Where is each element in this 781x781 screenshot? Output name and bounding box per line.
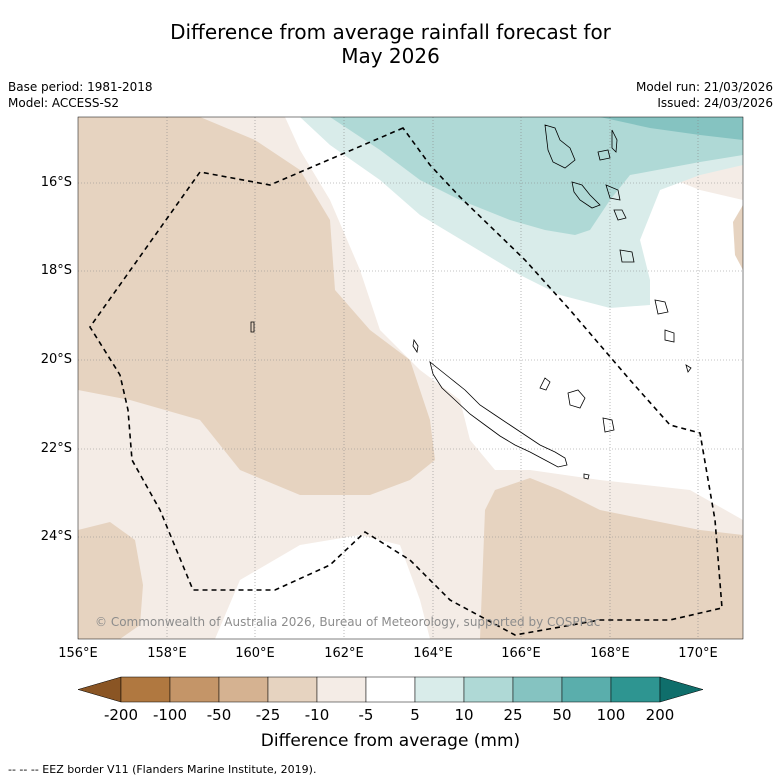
vanuatu-espiritu-santo xyxy=(544,124,576,169)
vanuatu-malekula xyxy=(571,181,601,209)
colorbar-tick-label: -5 xyxy=(358,706,374,724)
lon-label-166e: 166°E xyxy=(501,646,541,661)
colorbar-tick-label: 25 xyxy=(503,706,523,724)
colorbar-tick-label: -200 xyxy=(103,706,139,724)
teal-zone-dark xyxy=(600,117,743,140)
model-name: Model: ACCESS-S2 xyxy=(8,96,120,110)
lat-label-24s: 24°S xyxy=(40,529,72,544)
white-zone-south xyxy=(215,535,430,639)
map-title: Difference from average rainfall forecas… xyxy=(0,20,781,68)
lon-label-158e: 158°E xyxy=(147,646,187,661)
title-line-1: Difference from average rainfall forecas… xyxy=(170,20,611,44)
vanuatu-efate xyxy=(613,209,635,263)
lat-label-22s: 22°S xyxy=(40,441,72,456)
lon-label-164e: 164°E xyxy=(413,646,453,661)
lon-label-160e: 160°E xyxy=(235,646,275,661)
colorbar-segment xyxy=(561,676,612,703)
small-islet-1 xyxy=(412,338,419,354)
chesterfield-islands xyxy=(250,321,255,333)
map-area xyxy=(78,117,743,639)
colorbar-tick-label: -50 xyxy=(206,706,232,724)
colorbar xyxy=(77,676,704,703)
colorbar-tick-label: 100 xyxy=(596,706,626,724)
eez-footnote: -- -- -- EEZ border V11 (Flanders Marine… xyxy=(8,763,317,776)
vanuatu-tanna xyxy=(654,299,692,373)
issued-date: Issued: 24/03/2026 xyxy=(657,96,773,110)
lon-label-168e: 168°E xyxy=(590,646,630,661)
teal-zone-mid xyxy=(330,117,743,235)
brown-zone-west xyxy=(78,117,435,495)
colorbar-segment xyxy=(365,676,416,703)
map-frame xyxy=(77,116,744,640)
lat-label-18s: 18°S xyxy=(40,263,72,278)
colorbar-tick-label: -10 xyxy=(304,706,330,724)
brown-zone-southwest xyxy=(78,522,143,639)
eez-border xyxy=(89,127,723,636)
meta-left: Base period: 1981-2018 Model: ACCESS-S2 xyxy=(8,79,153,111)
new-caledonia-island xyxy=(429,360,568,468)
meta-right: Model run: 21/03/2026 Issued: 24/03/2026 xyxy=(636,79,773,111)
colorbar-title: Difference from average (mm) xyxy=(260,731,521,751)
colorbar-tick-label: 200 xyxy=(645,706,675,724)
colorbar-segment xyxy=(414,676,465,703)
model-run: Model run: 21/03/2026 xyxy=(635,80,773,94)
colorbar-segment xyxy=(120,676,171,703)
colorbar-segment xyxy=(463,676,514,703)
colorbar-extend-low xyxy=(77,676,122,703)
title-line-2: May 2026 xyxy=(341,44,440,68)
colorbar-segment xyxy=(512,676,563,703)
loyalty-islands xyxy=(539,377,615,433)
brown-zone-far-east xyxy=(733,205,743,270)
colorbar-tick-label: -25 xyxy=(255,706,281,724)
copyright-notice: © Commonwealth of Australia 2026, Bureau… xyxy=(95,615,601,629)
lat-label-16s: 16°S xyxy=(40,175,72,190)
colorbar-segment xyxy=(218,676,269,703)
colorbar-segment xyxy=(610,676,661,703)
colorbar-extend-high xyxy=(659,676,704,703)
colorbar-segment xyxy=(267,676,318,703)
colorbar-segment xyxy=(316,676,367,703)
lat-label-20s: 20°S xyxy=(40,352,72,367)
lon-label-170e: 170°E xyxy=(678,646,718,661)
brown-zone-southeast xyxy=(480,478,743,639)
colorbar-tick-label: 10 xyxy=(454,706,474,724)
colorbar-tick-label: 50 xyxy=(552,706,572,724)
small-islet-2 xyxy=(583,473,590,480)
vanuatu-north-islands xyxy=(597,129,621,201)
base-period: Base period: 1981-2018 xyxy=(8,80,153,94)
graticule xyxy=(78,117,743,639)
lon-label-162e: 162°E xyxy=(324,646,364,661)
lon-label-156e: 156°E xyxy=(58,646,98,661)
colorbar-tick-label: 5 xyxy=(410,706,420,724)
colorbar-segment xyxy=(169,676,220,703)
colorbar-tick-label: -100 xyxy=(152,706,188,724)
coastlines xyxy=(250,124,692,480)
